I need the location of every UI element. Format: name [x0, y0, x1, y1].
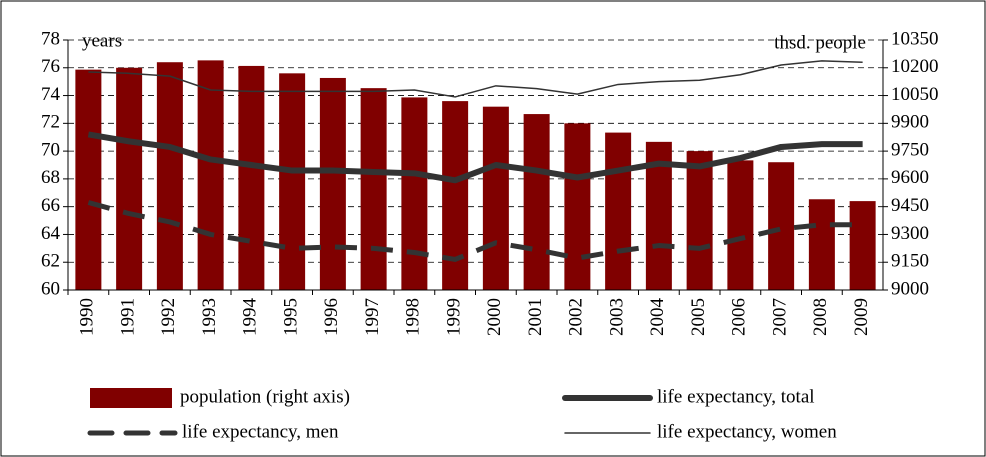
bar	[156, 62, 183, 290]
y2-tick-label: 9300	[891, 223, 929, 244]
bar	[279, 73, 306, 290]
y-tick-label: 78	[41, 28, 60, 49]
x-tick-label: 1997	[362, 298, 383, 336]
y2-tick-label: 10050	[891, 84, 939, 105]
x-tick-label: 1993	[199, 298, 220, 336]
y2-axis-label: thsd. people	[774, 32, 866, 53]
x-tick-label: 2009	[851, 298, 872, 336]
x-tick-label: 1991	[117, 298, 138, 336]
y2-tick-label: 9900	[891, 112, 929, 133]
legend-label: life expectancy, women	[657, 421, 837, 442]
bar	[482, 106, 509, 291]
y-tick-label: 60	[41, 278, 60, 299]
bar	[75, 69, 102, 290]
legend-label: life expectancy, total	[657, 386, 815, 407]
x-tick-label: 1994	[240, 298, 261, 337]
y2-tick-label: 9750	[891, 139, 929, 160]
legend-label: life expectancy, men	[182, 421, 339, 442]
x-tick-label: 1995	[280, 298, 301, 336]
line	[87, 200, 863, 262]
y2-tick-label: 9000	[891, 278, 929, 299]
bar	[605, 132, 632, 290]
x-tick-label: 2002	[566, 298, 587, 336]
line	[87, 131, 863, 184]
legend-label: population (right axis)	[180, 386, 350, 407]
x-tick-label: 1992	[158, 298, 179, 336]
x-tick-label: 2006	[729, 298, 750, 336]
bar	[319, 77, 346, 291]
bar	[808, 199, 835, 290]
x-tick-label: 2004	[647, 298, 668, 337]
y-tick-label: 72	[41, 112, 60, 133]
y-tick-label: 76	[41, 56, 60, 77]
y-tick-label: 62	[41, 251, 60, 272]
x-tick-label: 2005	[688, 298, 709, 336]
x-tick-label: 1996	[321, 298, 342, 336]
bar	[768, 162, 795, 290]
bar	[238, 65, 265, 290]
bar	[564, 123, 591, 290]
x-tick-label: 2007	[769, 298, 790, 336]
y2-tick-label: 10350	[891, 28, 939, 49]
bar	[727, 160, 754, 290]
x-tick-label: 1998	[403, 298, 424, 336]
x-tick-label: 2008	[810, 298, 831, 336]
x-tick-label: 2000	[484, 298, 505, 336]
y-tick-label: 64	[41, 223, 61, 244]
y-tick-label: 68	[41, 167, 60, 188]
x-tick-label: 1999	[443, 298, 464, 336]
y2-tick-label: 9600	[891, 167, 929, 188]
y-axis-label: years	[82, 30, 122, 51]
bar	[197, 60, 224, 291]
x-tick-label: 2001	[525, 298, 546, 336]
bar	[849, 201, 876, 290]
bar	[523, 114, 550, 291]
y-tick-label: 66	[41, 195, 60, 216]
x-tick-label: 1990	[77, 298, 98, 336]
line	[88, 60, 863, 98]
y2-tick-label: 9450	[891, 195, 929, 216]
bar	[360, 88, 387, 290]
x-tick-label: 2003	[606, 298, 627, 336]
y-tick-label: 70	[41, 139, 60, 160]
y-tick-label: 74	[41, 84, 61, 105]
y2-tick-label: 10200	[891, 56, 939, 77]
bar	[686, 151, 713, 290]
y2-tick-label: 9150	[891, 251, 929, 272]
bar	[401, 97, 428, 290]
bar	[116, 67, 143, 291]
legend-swatch	[90, 388, 172, 408]
